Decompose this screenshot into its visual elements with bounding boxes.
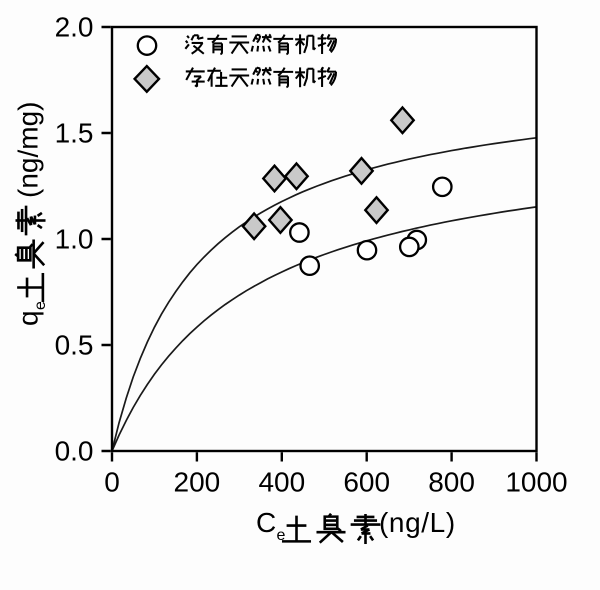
svg-text:0: 0 (104, 467, 120, 498)
svg-text:1000: 1000 (505, 467, 567, 498)
svg-text:1.5: 1.5 (55, 117, 94, 148)
svg-text:e: e (32, 301, 49, 310)
svg-text:0.5: 0.5 (55, 329, 94, 360)
svg-text:e: e (277, 527, 286, 544)
svg-text:q: q (13, 310, 44, 326)
svg-text:(ng/mg): (ng/mg) (13, 102, 44, 198)
svg-text:600: 600 (343, 467, 390, 498)
svg-text:2.0: 2.0 (55, 11, 94, 42)
svg-text:1.0: 1.0 (55, 223, 94, 254)
svg-text:800: 800 (428, 467, 475, 498)
svg-text:(ng/L): (ng/L) (379, 507, 456, 538)
svg-text:0.0: 0.0 (55, 435, 94, 466)
svg-text:200: 200 (174, 467, 221, 498)
svg-text:C: C (256, 507, 276, 538)
svg-text:400: 400 (258, 467, 305, 498)
